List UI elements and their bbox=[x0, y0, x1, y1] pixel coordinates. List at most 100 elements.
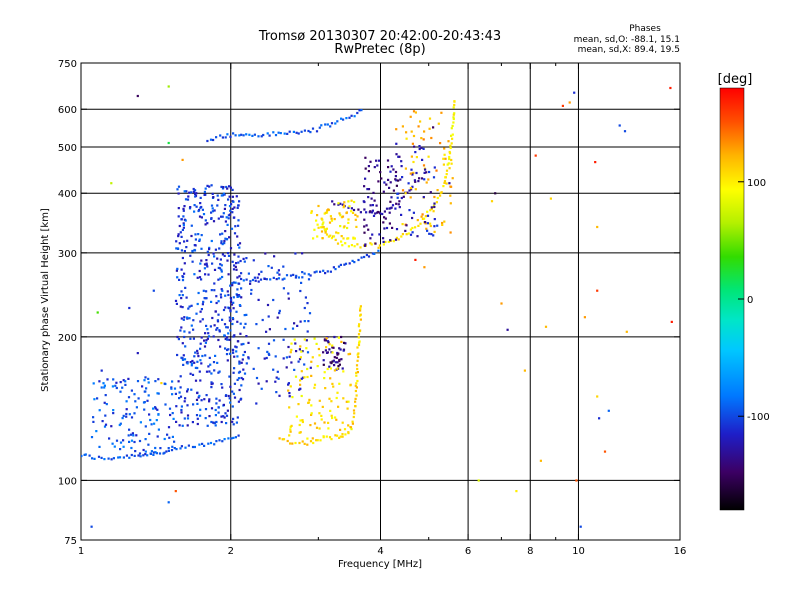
data-point bbox=[336, 120, 339, 123]
data-point bbox=[294, 375, 298, 378]
data-point bbox=[93, 398, 96, 401]
data-point bbox=[363, 218, 366, 221]
data-point bbox=[452, 116, 455, 119]
data-point bbox=[395, 236, 398, 239]
data-point bbox=[274, 380, 277, 383]
data-point bbox=[203, 193, 206, 196]
data-point bbox=[201, 208, 204, 211]
data-point bbox=[233, 334, 236, 337]
data-point bbox=[208, 356, 211, 359]
data-point bbox=[311, 127, 315, 130]
data-point bbox=[446, 163, 449, 166]
data-point bbox=[263, 357, 266, 360]
data-point bbox=[121, 386, 124, 389]
data-point bbox=[389, 170, 392, 173]
data-point bbox=[319, 226, 323, 229]
data-point bbox=[227, 307, 231, 310]
data-point bbox=[356, 243, 359, 246]
data-point bbox=[181, 306, 184, 309]
data-point bbox=[110, 425, 113, 428]
data-point bbox=[103, 458, 106, 461]
data-point bbox=[341, 215, 345, 218]
data-point bbox=[343, 204, 346, 207]
data-point bbox=[231, 322, 234, 326]
data-point bbox=[218, 370, 221, 373]
data-point bbox=[239, 322, 242, 325]
data-point bbox=[194, 244, 197, 247]
data-point bbox=[238, 295, 241, 298]
data-point bbox=[257, 273, 261, 276]
data-point bbox=[182, 222, 185, 225]
data-point bbox=[212, 138, 215, 142]
data-point bbox=[218, 330, 221, 333]
data-point bbox=[366, 188, 369, 191]
data-point bbox=[437, 122, 440, 125]
data-point bbox=[179, 329, 182, 332]
data-point bbox=[198, 443, 201, 446]
data-point bbox=[213, 255, 216, 258]
data-point bbox=[293, 368, 296, 371]
data-point bbox=[199, 408, 202, 411]
data-point bbox=[174, 299, 178, 302]
data-point bbox=[357, 336, 360, 339]
data-point bbox=[285, 356, 288, 359]
data-point bbox=[190, 224, 193, 227]
data-point bbox=[332, 385, 335, 388]
data-point bbox=[312, 237, 315, 240]
data-point bbox=[414, 188, 417, 191]
data-point bbox=[221, 318, 224, 321]
data-point bbox=[443, 220, 446, 223]
data-point bbox=[235, 262, 238, 265]
data-point bbox=[419, 120, 422, 123]
data-point bbox=[83, 453, 86, 456]
data-point bbox=[412, 160, 415, 164]
data-point bbox=[398, 200, 401, 203]
data-point bbox=[206, 184, 209, 187]
data-point bbox=[388, 186, 391, 189]
data-point bbox=[328, 221, 332, 224]
data-point bbox=[405, 224, 408, 227]
data-point bbox=[333, 364, 336, 367]
data-point bbox=[167, 447, 170, 450]
data-point bbox=[212, 196, 215, 199]
data-point bbox=[286, 132, 289, 135]
data-point bbox=[183, 250, 186, 253]
data-point bbox=[336, 361, 339, 364]
stats-line-x: mean, sd,X: 89.4, 19.5 bbox=[578, 45, 680, 55]
data-point bbox=[376, 164, 379, 167]
data-point bbox=[114, 384, 117, 387]
data-point bbox=[193, 189, 196, 192]
data-point bbox=[268, 353, 271, 356]
data-point bbox=[239, 332, 242, 335]
data-point bbox=[176, 276, 179, 279]
data-point bbox=[618, 124, 621, 127]
data-point bbox=[119, 422, 122, 425]
data-point bbox=[98, 380, 101, 383]
data-point bbox=[214, 310, 217, 313]
data-point bbox=[220, 296, 223, 299]
data-point bbox=[275, 278, 278, 281]
data-point bbox=[283, 132, 286, 135]
data-point bbox=[266, 303, 270, 307]
data-point bbox=[152, 451, 156, 454]
data-point bbox=[205, 259, 208, 262]
data-point bbox=[410, 155, 413, 158]
data-point bbox=[344, 342, 347, 345]
data-point bbox=[144, 450, 147, 453]
data-point bbox=[354, 213, 357, 216]
data-point bbox=[326, 270, 329, 273]
data-point bbox=[430, 207, 433, 210]
data-point bbox=[249, 282, 252, 285]
data-point bbox=[445, 173, 448, 176]
x-tick-label: 1 bbox=[78, 546, 84, 557]
data-point bbox=[231, 260, 234, 263]
data-point bbox=[395, 179, 398, 182]
data-point bbox=[220, 288, 223, 291]
data-point bbox=[401, 125, 404, 128]
data-point bbox=[341, 244, 344, 247]
data-point bbox=[203, 444, 206, 447]
data-point bbox=[179, 305, 182, 308]
data-point bbox=[442, 157, 445, 160]
data-point bbox=[183, 400, 186, 403]
